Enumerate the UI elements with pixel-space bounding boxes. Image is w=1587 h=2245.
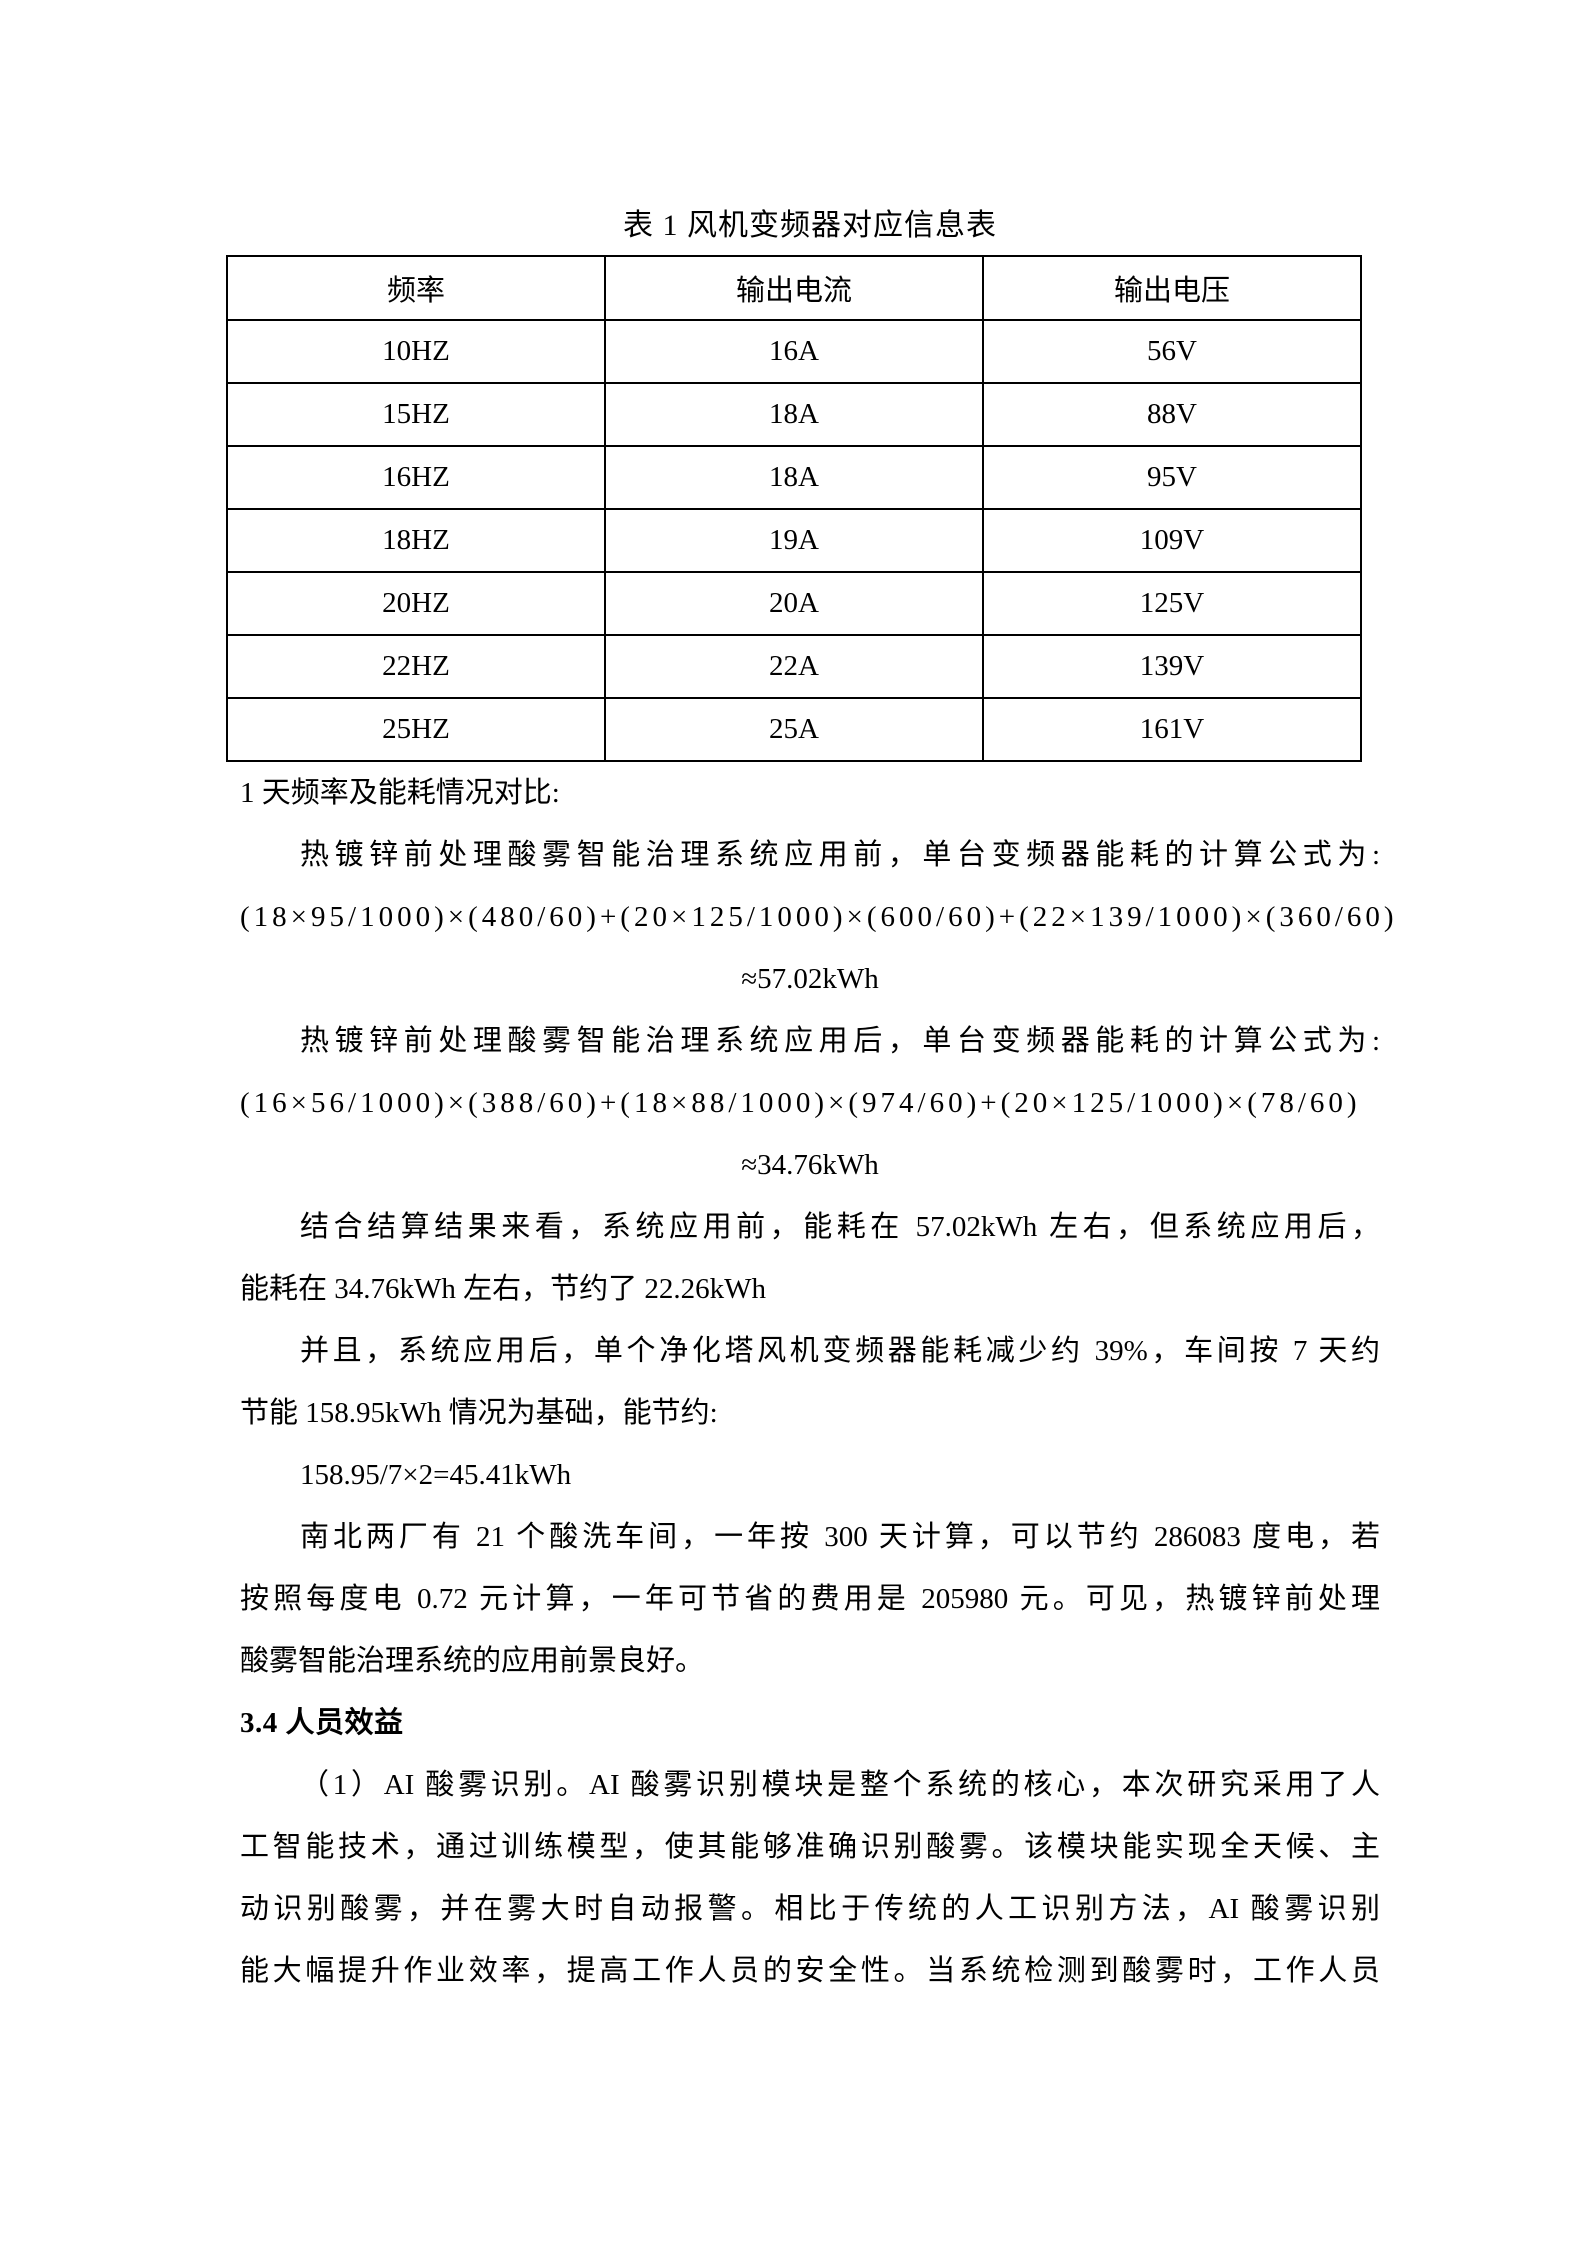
body-line: 南北两厂有 21 个酸洗车间，一年按 300 天计算，可以节约 286083 度… — [300, 1521, 1380, 1553]
table-header-cell: 输出电流 — [604, 255, 984, 321]
body-line: 动识别酸雾，并在雾大时自动报警。相比于传统的人工识别方法，AI 酸雾识别 — [240, 1893, 1380, 1925]
table-row: 16HZ 18A 95V — [226, 445, 1362, 510]
page-content: 表 1 风机变频器对应信息表 频率 输出电流 输出电压 10HZ 16A 56V… — [226, 196, 1398, 2002]
table-row: 25HZ 25A 161V — [226, 697, 1362, 762]
body-line: 酸雾智能治理系统的应用前景良好。 — [240, 1645, 705, 1677]
body-line: 热镀锌前处理酸雾智能治理系统应用前，单台变频器能耗的计算公式为: — [300, 839, 1380, 871]
formula-line: (16×56/1000)×(388/60)+(18×88/1000)×(974/… — [240, 1087, 1361, 1119]
table-cell: 20A — [604, 571, 984, 636]
table-cell: 18A — [604, 445, 984, 510]
table-cell: 161V — [982, 697, 1362, 762]
formula-line: 158.95/7×2=45.41kWh — [300, 1459, 572, 1491]
table-cell: 125V — [982, 571, 1362, 636]
body-line: 节能 158.95kWh 情况为基础，能节约: — [240, 1397, 718, 1429]
table-cell: 56V — [982, 319, 1362, 384]
table-row: 10HZ 16A 56V — [226, 319, 1362, 384]
table-header-cell: 输出电压 — [982, 255, 1362, 321]
table-cell: 88V — [982, 382, 1362, 447]
table-cell: 15HZ — [226, 382, 606, 447]
table-cell: 22HZ — [226, 634, 606, 699]
body-line: 热镀锌前处理酸雾智能治理系统应用后，单台变频器能耗的计算公式为: — [300, 1025, 1380, 1057]
table-cell: 10HZ — [226, 319, 606, 384]
table-cell: 19A — [604, 508, 984, 573]
table-cell: 16A — [604, 319, 984, 384]
body-line: 按照每度电 0.72 元计算，一年可节省的费用是 205980 元。可见，热镀锌… — [240, 1583, 1380, 1615]
body-line: 并且，系统应用后，单个净化塔风机变频器能耗减少约 39%，车间按 7 天约 — [300, 1335, 1380, 1367]
body-line: 能大幅提升作业效率，提高工作人员的安全性。当系统检测到酸雾时，工作人员 — [240, 1955, 1380, 1987]
table-row: 22HZ 22A 139V — [226, 634, 1362, 699]
table-header-row: 频率 输出电流 输出电压 — [226, 255, 1362, 321]
table-cell: 25A — [604, 697, 984, 762]
inverter-info-table: 频率 输出电流 输出电压 10HZ 16A 56V 15HZ 18A 88V 1… — [226, 255, 1362, 762]
table-cell: 18HZ — [226, 508, 606, 573]
body-line: 能耗在 34.76kWh 左右，节约了 22.26kWh — [240, 1273, 766, 1305]
section-heading: 3.4 人员效益 — [240, 1707, 404, 1739]
result-line: ≈34.76kWh — [741, 1149, 879, 1181]
table-caption: 表 1 风机变频器对应信息表 — [623, 209, 997, 242]
table-cell: 25HZ — [226, 697, 606, 762]
body-line: 工智能技术，通过训练模型，使其能够准确识别酸雾。该模块能实现全天候、主 — [240, 1831, 1380, 1863]
table-row: 15HZ 18A 88V — [226, 382, 1362, 447]
formula-line: (18×95/1000)×(480/60)+(20×125/1000)×(600… — [240, 901, 1398, 933]
result-line: ≈57.02kWh — [741, 963, 879, 995]
body-line: （1）AI 酸雾识别。AI 酸雾识别模块是整个系统的核心，本次研究采用了人 — [300, 1769, 1380, 1801]
body-line: 结合结算结果来看，系统应用前，能耗在 57.02kWh 左右，但系统应用后， — [300, 1211, 1380, 1243]
table-cell: 95V — [982, 445, 1362, 510]
table-cell: 139V — [982, 634, 1362, 699]
table-row: 20HZ 20A 125V — [226, 571, 1362, 636]
body-line: 1 天频率及能耗情况对比: — [240, 777, 560, 809]
table-cell: 109V — [982, 508, 1362, 573]
table-cell: 16HZ — [226, 445, 606, 510]
table-row: 18HZ 19A 109V — [226, 508, 1362, 573]
table-cell: 18A — [604, 382, 984, 447]
table-cell: 20HZ — [226, 571, 606, 636]
table-header-cell: 频率 — [226, 255, 606, 321]
table-cell: 22A — [604, 634, 984, 699]
